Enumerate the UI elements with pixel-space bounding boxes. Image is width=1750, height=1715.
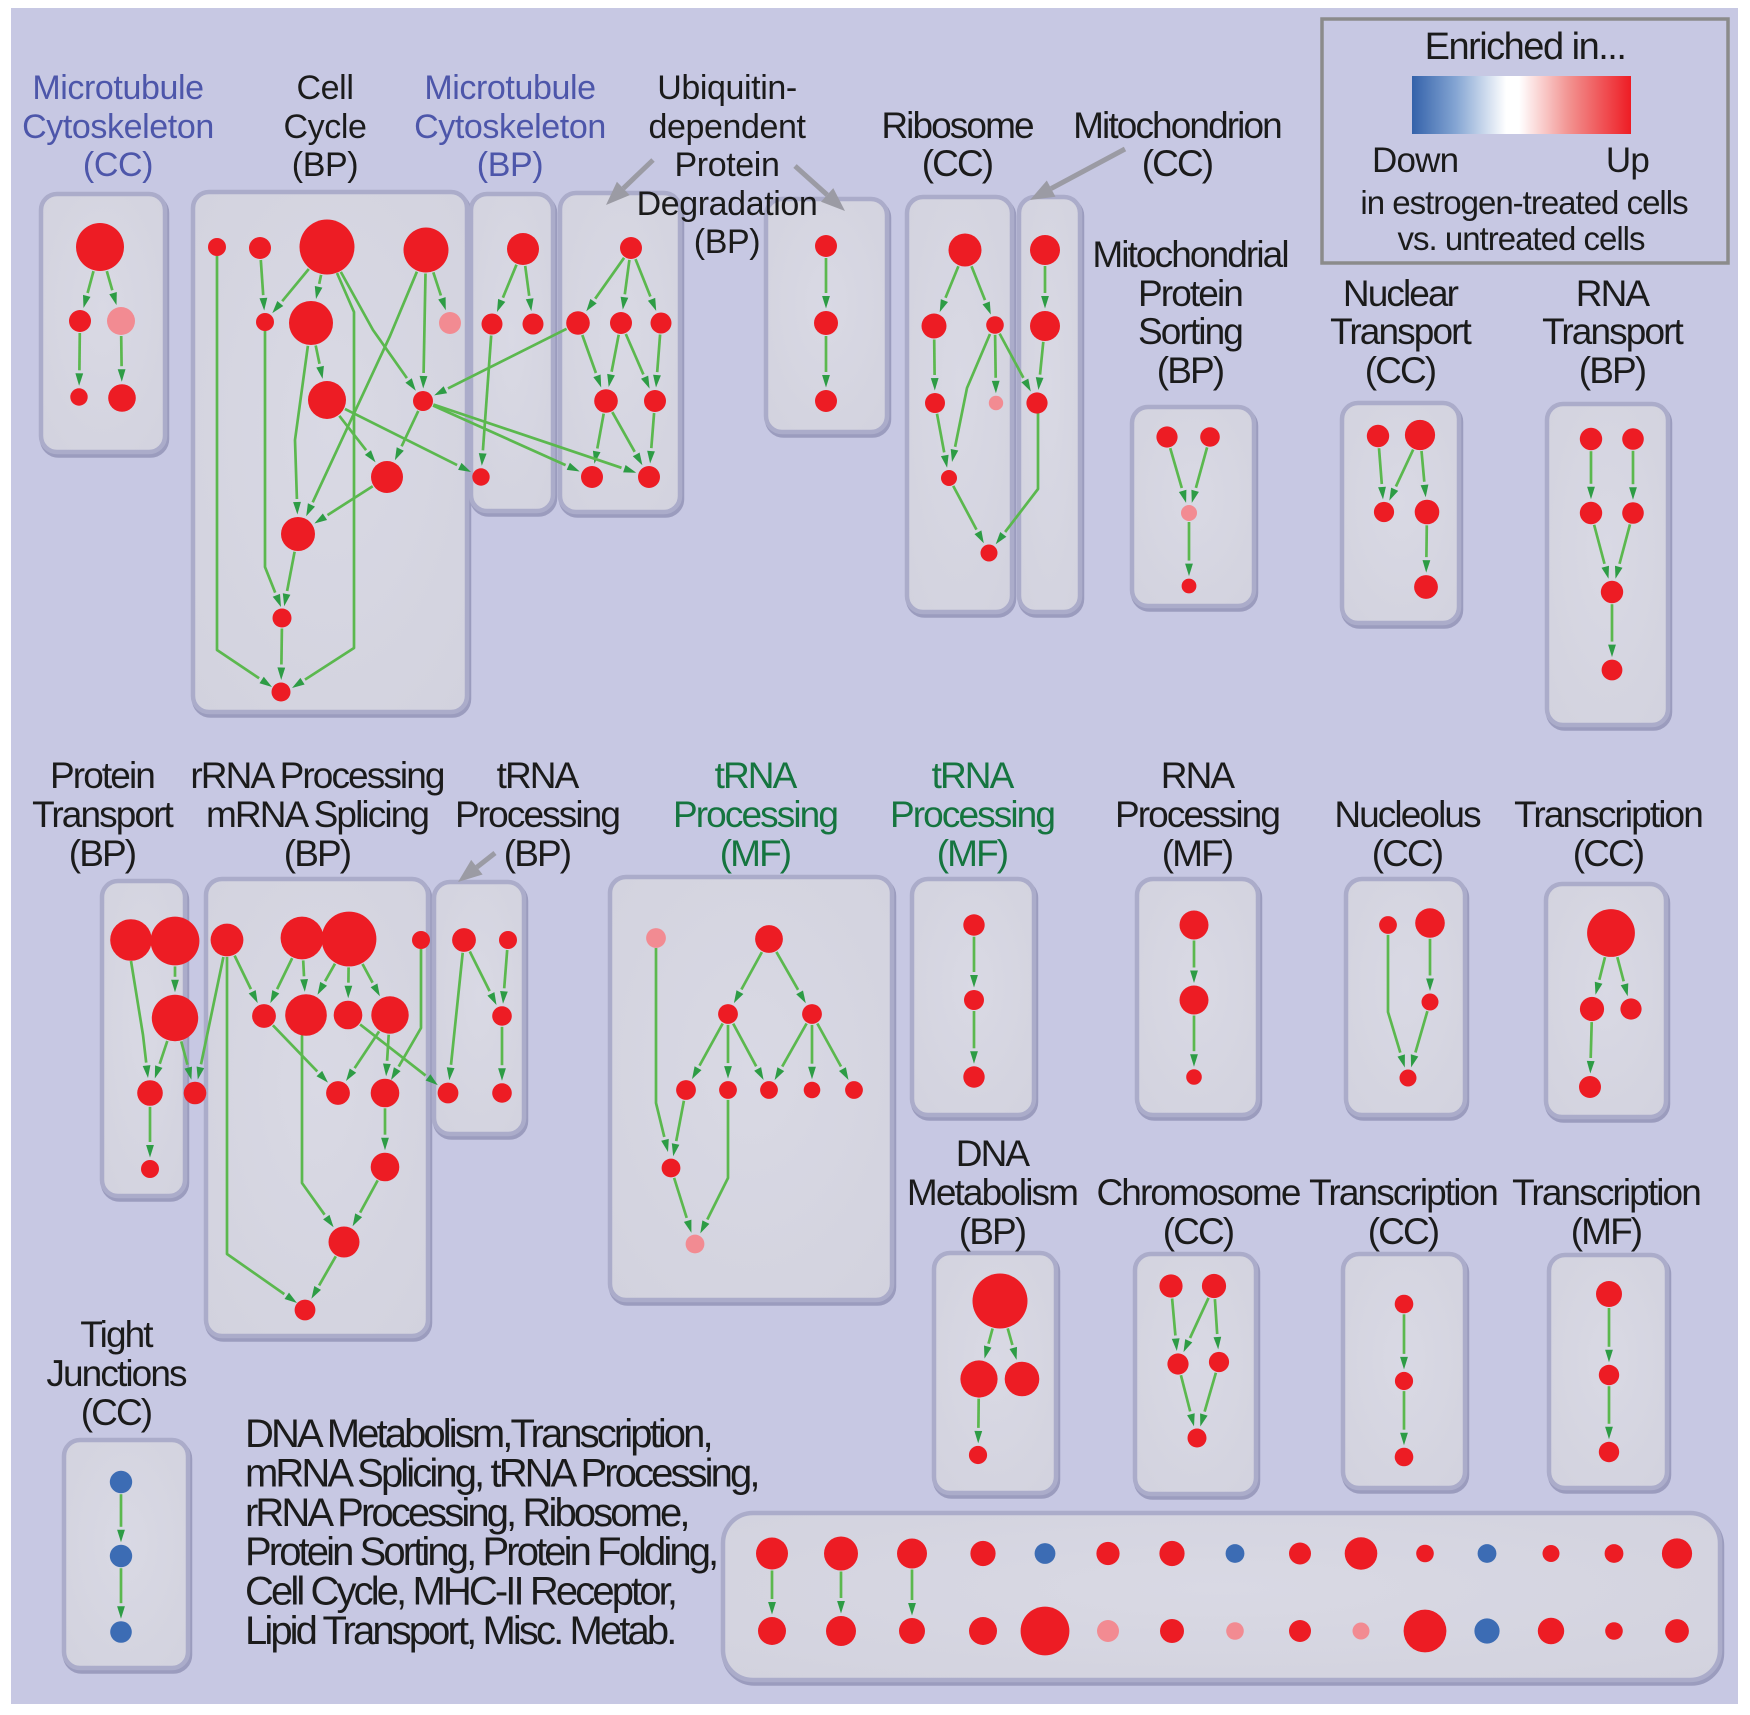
- svg-text:rRNA Processing: rRNA Processing: [190, 755, 444, 796]
- svg-text:Metabolism: Metabolism: [907, 1172, 1077, 1213]
- svg-text:(BP): (BP): [477, 146, 543, 184]
- svg-text:Protein Sorting, Protein Foldi: Protein Sorting, Protein Folding,: [245, 1530, 716, 1574]
- svg-text:(MF): (MF): [1571, 1211, 1642, 1252]
- svg-text:DNA Metabolism,Transcription,: DNA Metabolism,Transcription,: [245, 1412, 711, 1456]
- svg-text:RNA: RNA: [1576, 273, 1651, 314]
- svg-text:in estrogen-treated cells: in estrogen-treated cells: [1360, 184, 1688, 221]
- svg-text:(BP): (BP): [694, 223, 760, 261]
- svg-text:(BP): (BP): [69, 833, 136, 874]
- svg-text:Processing: Processing: [890, 794, 1054, 835]
- svg-text:tRNA: tRNA: [497, 755, 580, 796]
- svg-text:Processing: Processing: [1115, 794, 1279, 835]
- svg-text:Cell: Cell: [297, 69, 354, 107]
- svg-text:(CC): (CC): [1365, 350, 1436, 391]
- svg-text:Down: Down: [1372, 141, 1458, 180]
- svg-text:Cycle: Cycle: [283, 108, 366, 146]
- svg-text:(CC): (CC): [1372, 833, 1443, 874]
- svg-text:(BP): (BP): [284, 833, 351, 874]
- svg-text:Chromosome: Chromosome: [1096, 1172, 1299, 1213]
- svg-text:mRNA Splicing, tRNA Processing: mRNA Splicing, tRNA Processing,: [245, 1451, 758, 1495]
- svg-text:mRNA Splicing: mRNA Splicing: [206, 794, 428, 835]
- svg-text:Transcription: Transcription: [1514, 794, 1702, 835]
- svg-text:Transport: Transport: [1330, 311, 1472, 352]
- svg-text:tRNA: tRNA: [932, 755, 1015, 796]
- svg-text:Microtubule: Microtubule: [32, 69, 203, 107]
- svg-text:Junctions: Junctions: [46, 1353, 187, 1394]
- svg-text:Cell Cycle, MHC-II Receptor,: Cell Cycle, MHC-II Receptor,: [245, 1570, 675, 1614]
- svg-text:Nuclear: Nuclear: [1343, 273, 1459, 314]
- svg-text:(CC): (CC): [1368, 1211, 1439, 1252]
- svg-text:Nucleolus: Nucleolus: [1334, 794, 1481, 835]
- svg-text:Up: Up: [1606, 141, 1649, 180]
- svg-text:(MF): (MF): [720, 833, 791, 874]
- svg-text:Cytoskeleton: Cytoskeleton: [22, 108, 214, 146]
- svg-text:(MF): (MF): [937, 833, 1008, 874]
- svg-text:vs. untreated cells: vs. untreated cells: [1398, 220, 1645, 257]
- svg-text:(BP): (BP): [1157, 350, 1224, 391]
- svg-text:Tight: Tight: [80, 1314, 154, 1355]
- svg-text:dependent: dependent: [648, 108, 806, 146]
- svg-text:Ubiquitin-: Ubiquitin-: [657, 69, 797, 107]
- svg-text:Transport: Transport: [1542, 311, 1684, 352]
- svg-text:tRNA: tRNA: [715, 755, 798, 796]
- svg-text:Transport: Transport: [32, 794, 174, 835]
- svg-text:Protein: Protein: [1138, 273, 1242, 314]
- svg-text:(CC): (CC): [922, 143, 993, 184]
- svg-text:Mitochondrial: Mitochondrial: [1092, 234, 1287, 275]
- svg-text:Sorting: Sorting: [1138, 311, 1242, 352]
- svg-text:Protein: Protein: [675, 146, 780, 184]
- svg-text:Ribosome: Ribosome: [881, 105, 1033, 146]
- svg-text:Enriched in...: Enriched in...: [1425, 26, 1626, 68]
- svg-text:(CC): (CC): [1142, 143, 1213, 184]
- svg-text:Degradation: Degradation: [637, 185, 818, 223]
- svg-text:Processing: Processing: [455, 794, 619, 835]
- svg-text:(BP): (BP): [959, 1211, 1026, 1252]
- svg-text:rRNA Processing, Ribosome,: rRNA Processing, Ribosome,: [245, 1491, 688, 1535]
- svg-text:Lipid Transport, Misc. Metab.: Lipid Transport, Misc. Metab.: [245, 1609, 674, 1653]
- svg-text:(MF): (MF): [1162, 833, 1233, 874]
- svg-text:Processing: Processing: [673, 794, 837, 835]
- svg-text:(BP): (BP): [292, 146, 358, 184]
- svg-text:(BP): (BP): [1579, 350, 1646, 391]
- svg-text:(BP): (BP): [504, 833, 571, 874]
- svg-text:Mitochondrion: Mitochondrion: [1073, 105, 1281, 146]
- svg-text:DNA: DNA: [956, 1133, 1031, 1174]
- svg-text:(CC): (CC): [1573, 833, 1644, 874]
- svg-text:Cytoskeleton: Cytoskeleton: [414, 108, 606, 146]
- svg-text:Microtubule: Microtubule: [424, 69, 595, 107]
- svg-text:RNA: RNA: [1161, 755, 1236, 796]
- svg-text:(CC): (CC): [83, 146, 153, 184]
- svg-text:(CC): (CC): [81, 1392, 152, 1433]
- svg-text:Transcription: Transcription: [1512, 1172, 1700, 1213]
- svg-text:(CC): (CC): [1163, 1211, 1234, 1252]
- svg-text:Transcription: Transcription: [1309, 1172, 1497, 1213]
- svg-text:Protein: Protein: [50, 755, 154, 796]
